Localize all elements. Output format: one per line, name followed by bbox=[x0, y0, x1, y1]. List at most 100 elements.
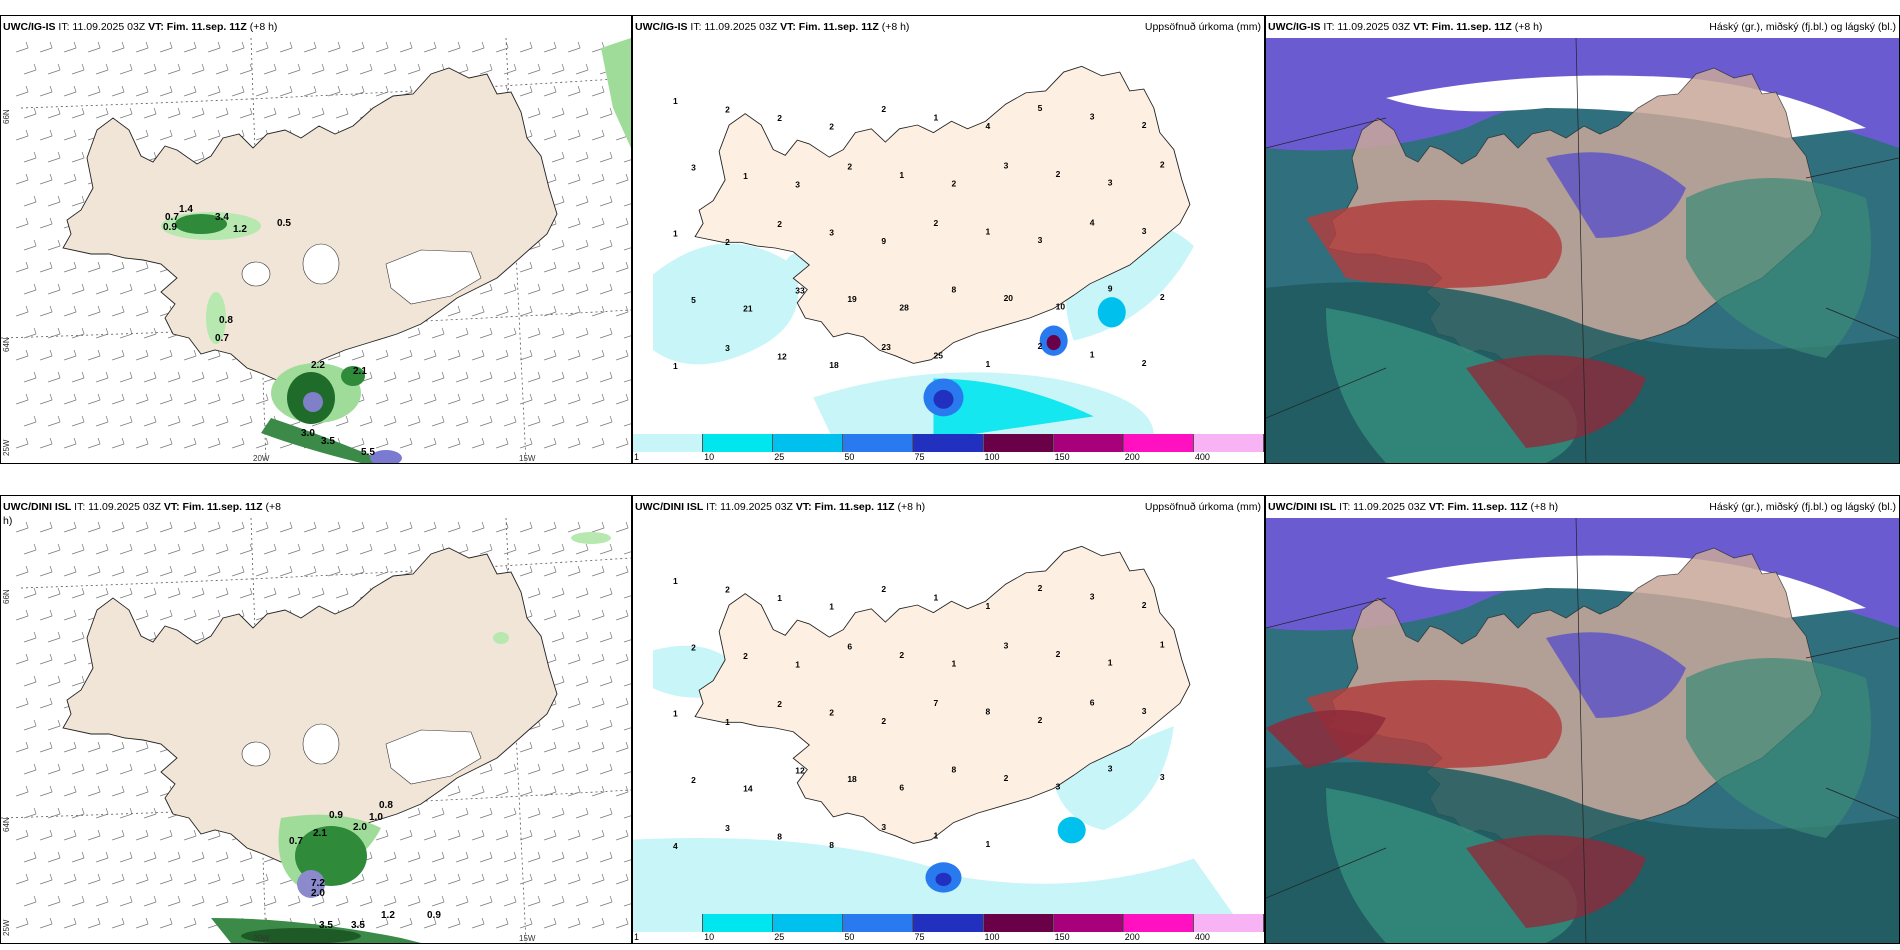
colorbar-segment bbox=[913, 434, 984, 452]
colorbar-segment bbox=[843, 914, 914, 932]
wind-value-label: 0.8 bbox=[219, 315, 233, 326]
init-time: IT: 11.09.2025 03Z bbox=[1323, 21, 1411, 33]
precip-value-label: 18 bbox=[829, 361, 839, 370]
cloud-map bbox=[1266, 38, 1899, 463]
iceland-land bbox=[62, 547, 558, 863]
wind-value-label: 0.5 bbox=[277, 218, 291, 229]
colorbar-tick-label: 150 bbox=[1054, 452, 1070, 462]
precip-value-label: 5 bbox=[691, 296, 696, 305]
precip-value-label: 2 bbox=[1142, 601, 1147, 610]
precip-value-label: 2 bbox=[881, 105, 886, 114]
precip-value-label: 1 bbox=[1090, 351, 1095, 360]
colorbar-tick-label: 1 bbox=[634, 932, 640, 942]
valid-time: VT: Fim. 11.sep. 11Z bbox=[1413, 21, 1512, 33]
precip-value-label: 3 bbox=[1160, 773, 1165, 782]
grid-label: 15W bbox=[519, 454, 536, 463]
wind-shading bbox=[161, 38, 631, 463]
model-name: UWC/DINI ISL bbox=[635, 501, 704, 513]
precip-value-label: 2 bbox=[1038, 716, 1043, 725]
lead-time: (+8 h) bbox=[1514, 21, 1543, 33]
cloud-title: Háský (gr.), miðský (fj.bl.) og lágský (… bbox=[1709, 501, 1896, 513]
wind-value-label: 1.2 bbox=[233, 224, 247, 235]
colorbar-segment bbox=[913, 914, 984, 932]
precip-value-label: 1 bbox=[829, 603, 834, 612]
graticule bbox=[1266, 38, 1899, 463]
precip-value-label: 2 bbox=[881, 585, 886, 594]
precip-value-label: 28 bbox=[899, 304, 909, 313]
colorbar-tick-label: 25 bbox=[774, 932, 785, 942]
precip-value-label: 10 bbox=[1056, 303, 1066, 312]
cloud-panel-row1: UWC/IG-IS IT: 11.09.2025 03Z VT: Fim. 11… bbox=[1265, 15, 1900, 464]
grid-label: 15W bbox=[519, 934, 536, 943]
precip-colorbar bbox=[633, 434, 1264, 452]
colorbar-tick-label: 50 bbox=[844, 932, 855, 942]
precip-value-label: 3 bbox=[1090, 593, 1095, 602]
precip-value-label: 4 bbox=[673, 842, 678, 851]
model-name: UWC/DINI ISL bbox=[1268, 501, 1337, 513]
colorbar-segment bbox=[703, 914, 774, 932]
cloud-layers bbox=[1266, 38, 1899, 463]
glaciers bbox=[241, 243, 482, 305]
grid-label: 66N bbox=[2, 589, 11, 604]
precip-value-label: 1 bbox=[933, 593, 938, 602]
colorbar-segment bbox=[1123, 914, 1194, 932]
precip-value-label: 3 bbox=[1108, 179, 1113, 188]
wind-shading bbox=[211, 532, 611, 943]
colorbar-ticks: 1 10 25 50 75 100 150 200 400 bbox=[633, 452, 1264, 463]
wind-value-label: 3.4 bbox=[215, 212, 229, 223]
precip-value-label: 1 bbox=[1160, 641, 1165, 650]
precip-value-label: 2 bbox=[777, 114, 782, 123]
precip-value-label: 2 bbox=[691, 644, 696, 653]
precip-value-label: 1 bbox=[986, 228, 991, 237]
valid-time: VT: Fim. 11.sep. 11Z bbox=[148, 21, 247, 33]
precip-value-label: 2 bbox=[829, 123, 834, 132]
grid-label: 20W bbox=[253, 934, 270, 943]
precip-value-label: 1 bbox=[1108, 659, 1113, 668]
precip-value-label: 2 bbox=[1160, 161, 1165, 170]
precip-value-label: 1 bbox=[795, 661, 800, 670]
iceland-land bbox=[62, 67, 558, 383]
colorbar-tick-label: 75 bbox=[914, 452, 925, 462]
init-time: IT: 11.09.2025 03Z bbox=[74, 501, 161, 513]
colorbar-segment bbox=[843, 434, 914, 452]
colorbar-segment bbox=[773, 914, 844, 932]
colorbar-tick-label: 75 bbox=[914, 932, 925, 942]
precip-value-label: 2 bbox=[691, 776, 696, 785]
precip-value-label: 2 bbox=[725, 586, 730, 595]
grid-label: 25W bbox=[2, 439, 11, 456]
precip-value-label: 9 bbox=[1108, 285, 1113, 294]
precip-value-label: 18 bbox=[847, 775, 857, 784]
precip-value-label: 2 bbox=[1056, 170, 1061, 179]
precip-value-label: 1 bbox=[952, 660, 957, 669]
precip-labels: 1211211232221621321111222782632141218682… bbox=[673, 577, 1165, 851]
precip-value-label: 23 bbox=[881, 343, 891, 352]
precip-value-label: 4 bbox=[986, 122, 991, 131]
colorbar-segment bbox=[1193, 434, 1264, 452]
precip-value-label: 1 bbox=[725, 718, 730, 727]
colorbar-tick-label: 10 bbox=[704, 932, 715, 942]
colorbar-segment bbox=[633, 914, 704, 932]
precip-value-label: 12 bbox=[777, 353, 787, 362]
init-time: IT: 11.09.2025 03Z bbox=[1339, 501, 1426, 513]
wind-value-label: 1.2 bbox=[381, 910, 395, 921]
precip-panel-row2: UWC/DINI ISL IT: 11.09.2025 03Z VT: Fim.… bbox=[632, 495, 1265, 944]
grid-label: 64N bbox=[2, 337, 11, 352]
glaciers bbox=[241, 723, 482, 785]
precip-value-label: 3 bbox=[1038, 236, 1043, 245]
precip-value-label: 5 bbox=[1038, 104, 1043, 113]
wind-value-label: 0.7 bbox=[215, 333, 229, 344]
precip-map: 1211211232221621321111222782632141218682… bbox=[633, 545, 1234, 920]
colorbar-tick-label: 400 bbox=[1194, 452, 1210, 462]
valid-time: VT: Fim. 11.sep. 11Z bbox=[780, 21, 879, 33]
wind-panel-row1: UWC/IG-IS IT: 11.09.2025 03Z VT: Fim. 11… bbox=[0, 15, 632, 464]
lead-time: (+8 h) bbox=[249, 21, 278, 33]
precip-value-label: 3 bbox=[1056, 783, 1061, 792]
wind-value-label: 3.5 bbox=[321, 436, 335, 447]
iceland-land bbox=[694, 545, 1191, 844]
wind-value-label: 1.4 bbox=[179, 204, 193, 215]
wind-value-label: 2.0 bbox=[311, 888, 325, 899]
wind-value-label: 7.2 bbox=[311, 878, 325, 889]
precip-value-label: 2 bbox=[899, 651, 904, 660]
grid-label: 20W bbox=[253, 454, 270, 463]
